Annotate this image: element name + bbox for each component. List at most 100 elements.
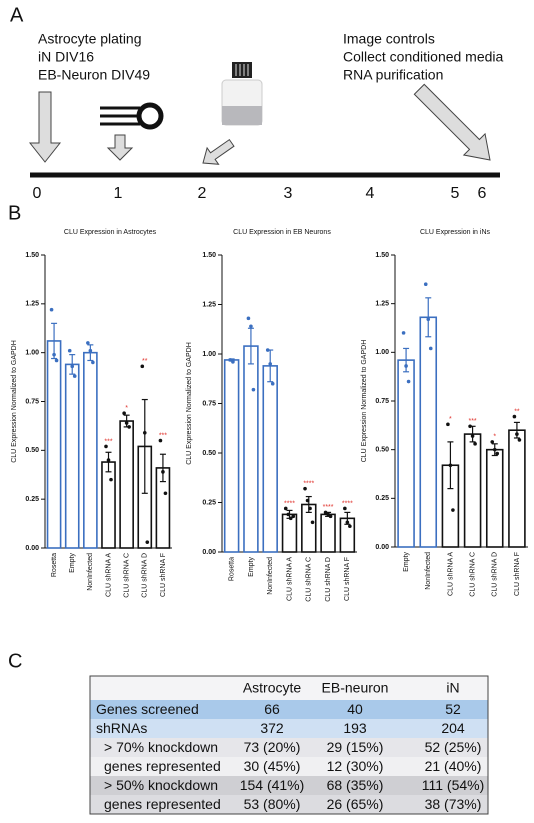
data-point [515,432,519,436]
step-text: RNA purification [343,67,443,83]
data-point [451,508,455,512]
bar [46,340,62,549]
bar [83,351,98,549]
table-cell: Genes screened [96,701,199,717]
table-cell: 193 [343,720,367,736]
x-tick-label: CLU shRNA D [325,557,332,602]
chart-title: CLU Expression in EB Neurons [233,229,331,236]
data-point [70,364,75,369]
arrow [28,91,62,163]
timeline-label: 4 [366,185,375,202]
table-cell: > 70% knockdown [104,739,218,755]
y-tick-label: 0.00 [375,544,389,551]
data-point [158,438,163,443]
y-tick-label: 1.25 [202,301,216,308]
data-point [473,442,477,446]
data-point [428,346,433,351]
data-point [468,424,472,429]
y-tick-label: 1.50 [25,252,39,259]
significance: * [493,434,496,441]
data-point [286,512,291,517]
y-axis-label: CLU Expression Normalized to GAPDH [186,342,193,465]
data-point [91,360,95,365]
bar [243,345,259,553]
x-tick-label: Empty [248,557,255,577]
timeline-label: 0 [33,185,42,202]
table-cell: 68 (35%) [327,777,384,793]
timeline-label: 3 [284,185,293,202]
table-header-bg [90,676,488,700]
significance: ** [514,408,520,415]
y-tick-label: 0.75 [25,398,39,405]
data-point [305,498,310,503]
x-tick-label: NonInfected [267,557,274,595]
data-point [163,491,168,496]
table-cell: 204 [441,720,465,736]
step-text: Astrocyte plating [38,31,142,47]
y-tick-label: 0.25 [375,495,389,502]
table-row-bg [90,719,488,738]
data-point [142,430,147,435]
significance: * [449,416,452,423]
chart-title: CLU Expression in Astrocytes [64,229,157,236]
data-point [291,514,296,519]
x-tick-label: CLU shRNA A [286,557,293,601]
table-cell: shRNAs [96,720,147,736]
table-row-bg [90,757,488,776]
x-tick-label: CLU shRNA F [514,552,521,596]
table-cell: genes represented [104,758,221,774]
step-text: iN DIV16 [38,49,94,65]
table-header: iN [446,680,459,696]
table-row-bg [90,700,488,719]
step-text: EB-Neuron DIV49 [38,67,150,83]
timeline-label: 2 [198,185,207,202]
y-tick-label: 1.00 [375,349,389,356]
arrow [202,138,235,165]
data-point [517,438,522,442]
table-cell: 30 (45%) [244,758,301,774]
data-point [448,463,453,468]
table-cell: 38 (73%) [425,796,482,812]
step-text: Image controls [343,31,435,47]
data-point [228,358,233,362]
data-point [109,477,113,482]
data-point [52,352,56,357]
data-point [67,348,72,353]
bar [223,359,240,553]
y-tick-label: 0.00 [202,549,216,556]
data-point [426,317,431,322]
chart-title: CLU Expression in iNs [420,229,491,236]
bar [508,429,526,548]
data-point [492,447,497,452]
y-tick-label: 0.50 [375,447,389,454]
data-point [88,348,93,353]
bar [485,448,504,548]
x-tick-label: CLU shRNA D [142,553,149,598]
panel-label: C [8,650,22,672]
table-row-bg [90,738,488,757]
bar [101,461,116,549]
y-tick-label: 1.50 [375,252,389,259]
y-tick-label: 1.25 [25,301,39,308]
x-tick-label: CLU shRNA C [306,557,313,602]
data-point [512,414,517,419]
table-cell: 53 (80%) [244,796,301,812]
data-point [446,422,450,427]
data-point [283,506,288,511]
data-point [268,362,273,366]
data-point [249,324,253,329]
table-header: Astrocyte [243,680,302,696]
data-point [303,486,307,491]
significance: * [125,405,128,412]
table-cell: 154 (41%) [240,777,305,793]
data-point [72,374,77,378]
x-tick-label: CLU shRNA A [105,553,112,597]
y-axis-label: CLU Expression Normalized to GAPDH [11,340,18,463]
table-header: EB-neuron [322,680,389,696]
bar [397,359,415,548]
table-cell: 73 (20%) [244,739,301,755]
y-tick-label: 0.75 [202,400,216,407]
table-cell: 372 [260,720,284,736]
data-point [265,348,270,352]
x-tick-label: CLU shRNA D [492,552,499,597]
